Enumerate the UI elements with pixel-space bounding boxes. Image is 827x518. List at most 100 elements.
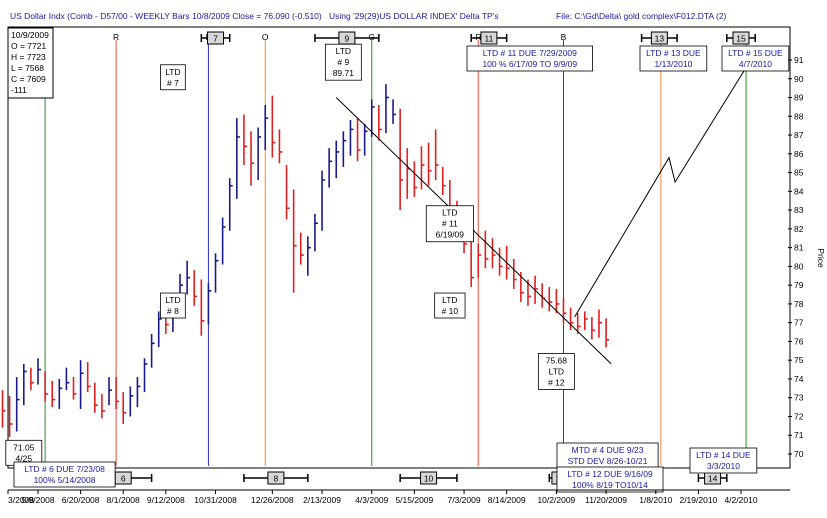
ohlc-line: H = 7723	[11, 52, 46, 62]
price-bar	[278, 129, 283, 164]
chart-header-middle: Using '29(29)US DOLLAR INDEX' Delta TP's	[329, 11, 499, 21]
y-tick-label: 71	[794, 430, 804, 440]
x-tick-label: 10/2/2009	[537, 495, 575, 505]
ltd-label-text: # 9	[337, 57, 349, 67]
price-bar	[385, 84, 389, 134]
price-bar	[79, 360, 84, 409]
ohlc-line: L = 7568	[11, 63, 44, 73]
range-marker-num: 7	[213, 34, 218, 44]
x-tick-label: 10/31/2008	[194, 495, 237, 505]
info-box-rect	[556, 466, 664, 493]
x-tick-label: 6/20/2008	[62, 495, 100, 505]
ltd-label-text: 6/19/09	[436, 230, 465, 240]
ltd-label-text: # 11	[442, 219, 458, 229]
ltd-label-text: LTD	[165, 295, 180, 305]
y-tick-label: 81	[794, 243, 804, 253]
info-box-text: 100 % 6/17/09 TO 9/9/09	[482, 59, 577, 69]
price-bar	[157, 311, 162, 348]
x-tick-label: 4/2/2010	[724, 495, 757, 505]
info-box-text: LTD # 15 DUE	[728, 48, 783, 58]
info-box-rect	[639, 45, 708, 72]
trend-line	[574, 67, 747, 318]
ltd-label-box	[160, 292, 186, 319]
price-bar	[512, 258, 517, 289]
y-tick-label: 80	[794, 261, 804, 271]
price-bar	[321, 170, 326, 231]
ltd-label-text: 71.05	[13, 442, 35, 452]
range-marker: 10	[399, 471, 458, 485]
range-marker-box	[480, 31, 498, 45]
price-bar	[101, 393, 105, 419]
x-tick-label: 5/9/2008	[21, 495, 54, 505]
chart-header-left: US Dollar Indx (Comb - D57/00 - WEEKLY B…	[10, 11, 322, 21]
price-bar	[122, 392, 127, 424]
y-tick-label: 82	[794, 224, 804, 234]
price-bar	[150, 333, 155, 368]
y-axis-title: Price	[816, 248, 826, 268]
price-bar	[86, 362, 91, 393]
price-bar	[498, 247, 503, 276]
range-marker: 15	[726, 31, 756, 45]
y-tick-label: 77	[794, 318, 804, 328]
price-bar	[136, 377, 141, 408]
price-bar	[94, 382, 98, 413]
range-marker-box	[420, 471, 438, 485]
ohlc-box	[7, 27, 54, 99]
x-tick-label: 11/20/2009	[585, 495, 627, 505]
ltd-label-text: 75.68	[546, 355, 568, 365]
y-tick-label: 86	[794, 149, 804, 159]
range-marker-num: 10	[424, 474, 434, 484]
y-tick-label: 87	[794, 130, 804, 140]
cycle-marker-label: O	[262, 32, 269, 42]
cycle-marker-label: B	[561, 32, 567, 42]
ltd-label: LTD# 10	[434, 292, 466, 319]
info-box-rect	[689, 447, 758, 474]
x-tick-label: 1/8/2010	[639, 495, 672, 505]
y-tick-label: 89	[794, 93, 804, 103]
info-box-text: STD DEV 8/26-10/21	[568, 456, 648, 466]
y-axis: 70 71 72 73 74 75 76 77 78 79 80 81 82 83 84 85 86 87 88 89…	[788, 55, 826, 459]
info-box-text: LTD # 13 DUE	[646, 48, 701, 58]
info-box-rect	[466, 45, 593, 72]
ltd-label-text: # 8	[167, 306, 179, 316]
y-tick-label: 83	[794, 205, 804, 215]
ltd-label-text: # 12	[548, 377, 565, 387]
price-bar	[51, 380, 56, 408]
y-tick-label: 72	[794, 411, 804, 421]
ltd-label: LTD# 989.71	[324, 43, 362, 81]
price-bar	[548, 287, 553, 312]
price-bar	[441, 166, 446, 196]
range-marker-num: 15	[736, 34, 746, 44]
price-bar	[378, 105, 382, 141]
ltd-label-box	[160, 64, 186, 91]
price-bar	[427, 142, 432, 186]
range-marker-num: 11	[485, 34, 494, 44]
price-bar	[477, 243, 482, 278]
price-bar	[65, 367, 70, 391]
info-box-text: LTD # 14 DUE	[696, 450, 751, 460]
price-bar	[58, 378, 63, 409]
price-bar	[598, 309, 602, 338]
ohlc-line: 10/9/2009	[11, 30, 49, 40]
y-tick-label: 78	[794, 299, 804, 309]
price-bar	[108, 377, 113, 406]
range-marker-box	[267, 471, 285, 485]
range-marker-box	[732, 31, 750, 45]
x-tick-label: 2/19/2010	[679, 495, 717, 505]
info-box-rect	[721, 45, 790, 72]
cycle-lines: RBOGRB	[44, 30, 747, 466]
ohlc-line: -111	[11, 85, 27, 95]
price-bar	[129, 386, 134, 417]
range-marker: 7	[200, 31, 231, 45]
ltd-label-box	[324, 43, 362, 81]
price-bar	[420, 146, 425, 190]
ltd-label-box	[537, 353, 575, 390]
info-box-rect	[13, 461, 116, 488]
range-marker: 11	[470, 31, 508, 45]
